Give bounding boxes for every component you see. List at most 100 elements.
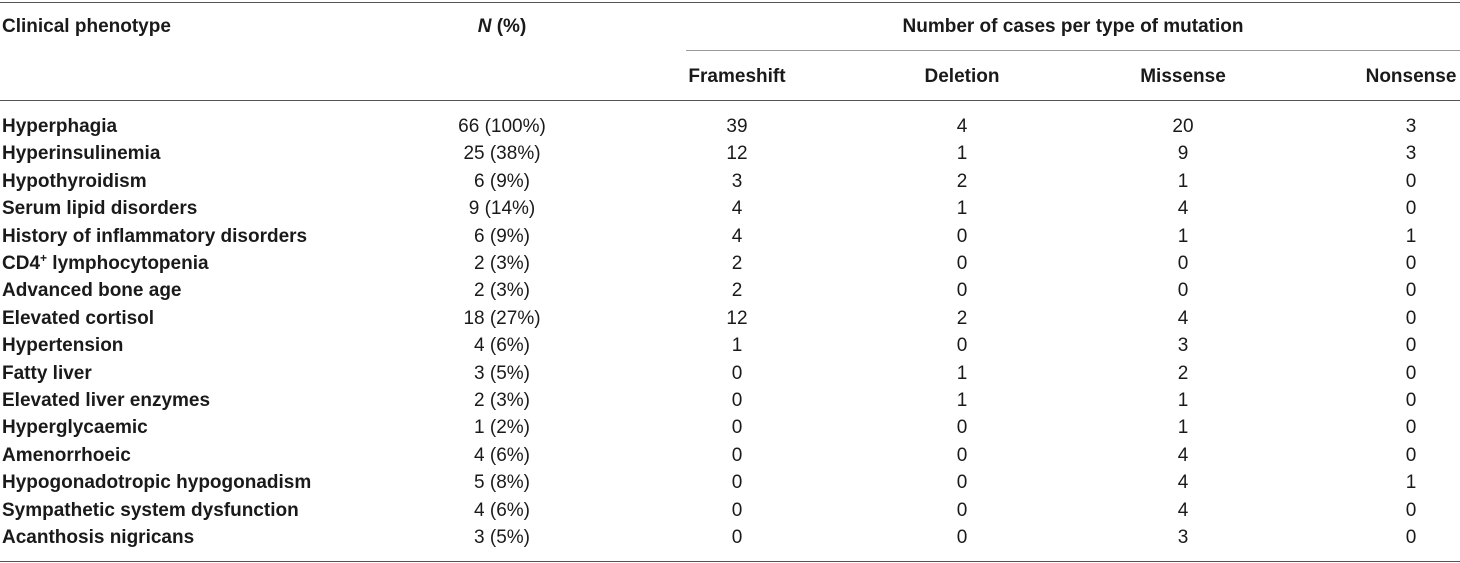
- cell-n-percent: 6 (9%): [474, 170, 530, 192]
- cell-frameshift: 4: [731, 225, 743, 247]
- cell-phenotype: Hyperphagia: [2, 113, 117, 140]
- table-row: Hypertension 4 (6%) 1 0 3 0: [0, 332, 1460, 359]
- header-n-percent: N (%): [478, 16, 527, 38]
- table-row: History of inflammatory disorders 6 (9%) 4…: [0, 223, 1460, 250]
- table-row: Advanced bone age 2 (3%) 2 0 0 0: [0, 277, 1460, 304]
- cell-phenotype: Elevated cortisol: [2, 305, 154, 332]
- table-bottom-rule: [0, 561, 1460, 562]
- cell-deletion: 0: [956, 253, 968, 274]
- cell-deletion: 2: [956, 307, 968, 329]
- cell-n-percent: 9 (14%): [468, 198, 536, 220]
- cell-n-percent: 3 (5%): [474, 527, 530, 548]
- cell-nonsense: 0: [1405, 307, 1417, 329]
- phenotype-label: Hyperglycaemic: [2, 417, 148, 439]
- header-frameshift: Frameshift: [688, 66, 786, 87]
- cell-nonsense: 0: [1405, 527, 1417, 548]
- phenotype-label: Fatty liver: [2, 362, 92, 384]
- table-top-rule: [0, 2, 1460, 3]
- cell-phenotype: Acanthosis nigricans: [2, 524, 194, 551]
- cell-nonsense: 1: [1405, 225, 1417, 247]
- cell-nonsense: 0: [1405, 390, 1417, 411]
- cell-nonsense: 3: [1405, 116, 1417, 137]
- cell-phenotype: History of inflammatory disorders: [2, 223, 307, 250]
- cell-n-percent: 66 (100%): [458, 116, 546, 137]
- cell-frameshift: 2: [731, 253, 743, 274]
- group-underline-rule: [686, 50, 1460, 51]
- cell-nonsense: 0: [1405, 499, 1417, 521]
- cell-missense: 9: [1177, 143, 1189, 165]
- cell-missense: 0: [1177, 253, 1189, 274]
- cell-missense: 2: [1177, 362, 1189, 384]
- phenotype-superscript: +: [40, 251, 48, 265]
- header-clinical-phenotype: Clinical phenotype: [2, 16, 171, 37]
- cell-n-percent: 3 (5%): [474, 362, 530, 384]
- header-nonsense: Nonsense: [1365, 66, 1457, 87]
- phenotype-label: Serum lipid disorders: [2, 198, 198, 220]
- cell-nonsense: 0: [1405, 198, 1417, 220]
- table-row: Elevated liver enzymes 2 (3%) 0 1 1 0: [0, 387, 1460, 414]
- cell-frameshift: 3: [731, 170, 743, 192]
- table-row: Fatty liver 3 (5%) 0 1 2 0: [0, 360, 1460, 387]
- cell-nonsense: 0: [1405, 362, 1417, 384]
- cell-missense: 4: [1177, 307, 1189, 329]
- cell-phenotype: Hyperglycaemic: [2, 414, 148, 441]
- table-row: CD4+ lymphocytopenia 2 (3%) 2 0 0 0: [0, 250, 1460, 277]
- cell-frameshift: 4: [731, 198, 743, 220]
- table-row: Hyperglycaemic 1 (2%) 0 0 1 0: [0, 414, 1460, 441]
- table-row: Elevated cortisol 18 (27%) 12 2 4 0: [0, 305, 1460, 332]
- cell-deletion: 0: [956, 444, 968, 466]
- cell-deletion: 0: [956, 225, 968, 247]
- cell-frameshift: 0: [731, 472, 743, 494]
- cell-nonsense: 0: [1405, 253, 1417, 274]
- cell-phenotype: Hypertension: [2, 332, 123, 359]
- cell-deletion: 0: [956, 499, 968, 521]
- cell-phenotype: Hyperinsulinemia: [2, 140, 160, 167]
- cell-phenotype: Hypogonadotropic hypogonadism: [2, 469, 311, 496]
- cell-missense: 4: [1177, 198, 1189, 220]
- cell-frameshift: 12: [726, 143, 748, 165]
- cell-missense: 20: [1172, 116, 1194, 137]
- phenotype-label: CD4: [2, 253, 41, 274]
- cell-missense: 1: [1177, 170, 1189, 192]
- cell-deletion: 1: [956, 390, 968, 411]
- cell-frameshift: 1: [731, 335, 743, 357]
- table-row: Hypogonadotropic hypogonadism 5 (8%) 0 0 4 1: [0, 469, 1460, 496]
- phenotype-label: Advanced bone age: [2, 280, 182, 302]
- table-row: Hyperinsulinemia 25 (38%) 12 1 9 3: [0, 140, 1460, 167]
- phenotype-label: Acanthosis nigricans: [2, 527, 195, 548]
- cell-deletion: 1: [956, 198, 968, 220]
- phenotype-label: Elevated liver enzymes: [2, 390, 211, 411]
- cell-frameshift: 0: [731, 499, 743, 521]
- table-row: Amenorrhoeic 4 (6%) 0 0 4 0: [0, 442, 1460, 469]
- cell-missense: 4: [1177, 499, 1189, 521]
- cell-frameshift: 0: [731, 527, 743, 548]
- cell-phenotype: Hypothyroidism: [2, 168, 147, 195]
- cell-n-percent: 4 (6%): [474, 444, 530, 466]
- cell-frameshift: 0: [731, 444, 743, 466]
- phenotype-label: Hyperinsulinemia: [2, 143, 161, 165]
- phenotype-label: Hyperphagia: [2, 116, 118, 137]
- phenotype-label: Elevated cortisol: [2, 307, 155, 329]
- header-mutation-group: Number of cases per type of mutation: [902, 16, 1244, 37]
- header-deletion: Deletion: [924, 66, 1000, 87]
- cell-frameshift: 2: [731, 280, 743, 302]
- header-n-italic: N: [477, 16, 492, 37]
- cell-phenotype: Elevated liver enzymes: [2, 387, 210, 414]
- cell-frameshift: 39: [726, 116, 748, 137]
- cell-nonsense: 0: [1405, 170, 1417, 192]
- phenotype-label: History of inflammatory disorders: [2, 225, 308, 247]
- cell-deletion: 1: [956, 143, 968, 165]
- table-row: Sympathetic system dysfunction 4 (6%) 0 0 4 0: [0, 497, 1460, 524]
- cell-n-percent: 2 (3%): [474, 390, 530, 411]
- cell-deletion: 1: [956, 362, 968, 384]
- cell-phenotype: Fatty liver: [2, 360, 92, 387]
- phenotype-label: Hypogonadotropic hypogonadism: [2, 472, 312, 494]
- header-n-suffix: (%): [491, 16, 527, 37]
- cell-nonsense: 0: [1405, 417, 1417, 439]
- cell-nonsense: 1: [1405, 472, 1417, 494]
- cell-missense: 3: [1177, 335, 1189, 357]
- phenotype-label: Hypothyroidism: [2, 170, 147, 192]
- phenotype-label: Sympathetic system dysfunction: [2, 499, 299, 521]
- cell-missense: 4: [1177, 444, 1189, 466]
- cell-nonsense: 0: [1405, 444, 1417, 466]
